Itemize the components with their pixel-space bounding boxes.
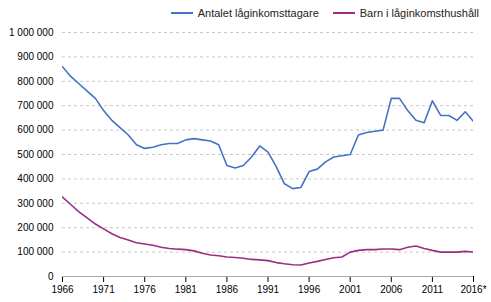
svg-text:700 000: 700 000 [17,100,54,111]
svg-text:1981: 1981 [175,284,198,295]
svg-text:2011: 2011 [422,284,444,295]
svg-text:2006: 2006 [380,284,403,295]
svg-text:300 000: 300 000 [17,198,54,209]
svg-text:500 000: 500 000 [17,149,54,160]
html-text:Antalet låginkomsttagare: Antalet låginkomsttagare [197,7,319,19]
svg-text:100 000: 100 000 [17,246,54,257]
svg-text:900 000: 900 000 [17,51,54,62]
svg-text:2001: 2001 [339,284,362,295]
html-text:Barn i låginkomsthushåll: Barn i låginkomsthushåll [359,7,479,19]
svg-text:1971: 1971 [92,284,115,295]
svg-text:1976: 1976 [134,284,157,295]
svg-text:1 000 000: 1 000 000 [9,27,54,38]
svg-text:1966: 1966 [51,284,74,295]
svg-text:1986: 1986 [216,284,239,295]
svg-text:0: 0 [48,271,54,282]
svg-text:2016*: 2016* [460,284,486,295]
svg-text:200 000: 200 000 [17,222,54,233]
svg-text:600 000: 600 000 [17,124,54,135]
svg-text:400 000: 400 000 [17,173,54,184]
svg-text:1996: 1996 [298,284,321,295]
svg-text:800 000: 800 000 [17,76,54,87]
svg-text:1991: 1991 [257,284,280,295]
